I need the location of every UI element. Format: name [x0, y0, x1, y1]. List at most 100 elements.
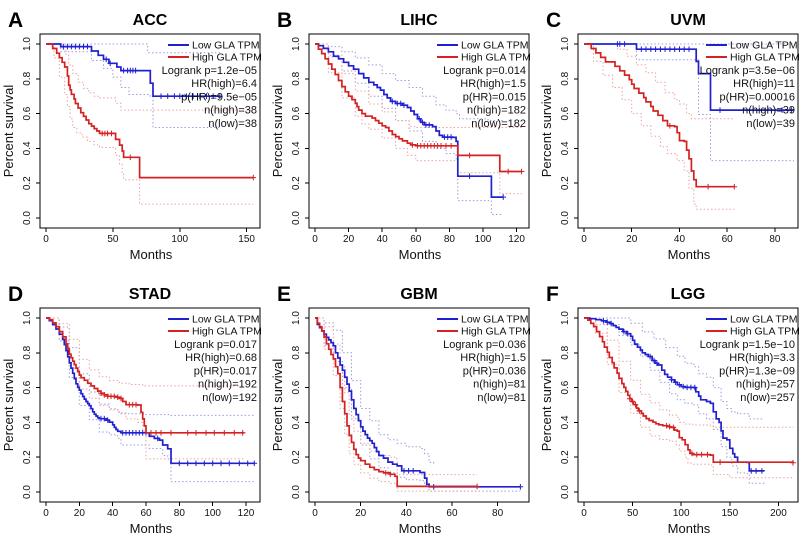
stats-line: HR(high)=11	[733, 78, 795, 90]
x-tick-label: 50	[107, 234, 119, 245]
y-tick-label: 0.2	[22, 176, 33, 190]
km-curve-high	[315, 317, 478, 488]
x-axis-label: Months	[130, 247, 173, 262]
y-tick-label: 1.0	[291, 311, 302, 325]
legend-label-low: Low GLA TPM	[461, 40, 529, 52]
stats-line: p(HR)=0.015	[463, 91, 526, 103]
legend-label-low: Low GLA TPM	[461, 314, 529, 326]
km-curve-low	[315, 317, 521, 488]
y-tick-label: 0.4	[291, 415, 302, 429]
x-tick-label: 20	[626, 234, 638, 245]
panel-a: A ACC 0 50 100 150 0.0 0.2 0.4 0.6 0.8 1.0 Percent s…	[0, 0, 269, 274]
ci-curve-high-upper	[46, 43, 254, 111]
x-tick-label: 60	[722, 234, 734, 245]
stats-line: p(HR)=9.5e−05	[181, 91, 257, 103]
x-tick-label: 20	[355, 508, 367, 519]
stats-line: n(high)=182	[467, 105, 526, 117]
x-axis-label: Months	[399, 247, 442, 262]
y-tick-label: 0.0	[22, 485, 33, 499]
ci-curve-low-upper	[584, 317, 764, 420]
y-tick-label: 0.8	[22, 71, 33, 85]
panel-title: LGG	[671, 286, 706, 303]
km-curve-high	[584, 317, 794, 464]
x-tick-label: 150	[721, 508, 738, 519]
x-tick-label: 0	[312, 234, 318, 245]
ci-curve-high-upper	[584, 317, 794, 428]
x-tick-label: 100	[475, 234, 492, 245]
x-tick-label: 40	[107, 508, 119, 519]
y-tick-label: 0.4	[22, 141, 33, 155]
y-tick-label: 0.8	[560, 345, 571, 359]
plot-box	[39, 307, 261, 503]
y-tick-label: 0.6	[560, 106, 571, 120]
panel-letter: F	[546, 283, 559, 306]
y-tick-label: 0.6	[291, 380, 302, 394]
x-tick-label: 0	[312, 508, 318, 519]
legend-label-low: Low GLA TPM	[192, 40, 260, 52]
y-axis-label: Percent survival	[1, 359, 16, 452]
x-tick-label: 80	[492, 508, 504, 519]
stats-line: Logrank p=0.017	[174, 339, 257, 351]
x-axis-label: Months	[130, 521, 173, 536]
y-tick-label: 1.0	[560, 311, 571, 325]
x-axis-label: Months	[399, 521, 442, 536]
stats-line: n(low)=81	[477, 392, 526, 404]
ci-curve-low-upper	[46, 43, 220, 54]
x-tick-label: 20	[343, 234, 355, 245]
stats-line: HR(high)=1.5	[460, 78, 526, 90]
ci-curve-low-lower	[584, 43, 794, 162]
panel-letter: C	[546, 9, 561, 32]
panel-title: LIHC	[400, 12, 438, 29]
censor-marks-high	[383, 470, 480, 490]
x-axis-label: Months	[668, 521, 711, 536]
y-tick-label: 0.8	[22, 345, 33, 359]
ci-curve-high-upper	[584, 43, 735, 120]
ci-curve-high-lower	[46, 43, 254, 205]
y-tick-label: 0.2	[560, 176, 571, 190]
plot-box	[577, 33, 799, 229]
censor-marks-high	[98, 390, 246, 436]
y-tick-label: 0.4	[560, 141, 571, 155]
y-tick-label: 0.2	[291, 450, 302, 464]
x-tick-label: 200	[770, 508, 787, 519]
ci-curve-low-lower	[584, 317, 765, 485]
y-tick-label: 0.8	[291, 345, 302, 359]
y-tick-label: 0.4	[291, 141, 302, 155]
stats-line: HR(high)=0.68	[185, 352, 257, 364]
x-tick-label: 0	[581, 234, 587, 245]
y-tick-label: 0.8	[560, 71, 571, 85]
x-tick-label: 100	[673, 508, 690, 519]
stats-line: HR(high)=3.3	[729, 352, 795, 364]
y-tick-label: 0.2	[560, 450, 571, 464]
legend-label-low: Low GLA TPM	[730, 314, 798, 326]
x-tick-label: 150	[238, 234, 255, 245]
stats-line: Logrank p=1.2e−05	[162, 65, 257, 77]
x-tick-label: 40	[401, 508, 413, 519]
y-tick-label: 0.2	[291, 176, 302, 190]
ci-curve-high-lower	[315, 43, 522, 195]
plot-box	[308, 33, 530, 229]
y-axis-label: Percent survival	[539, 85, 554, 178]
ci-curve-low-upper	[315, 43, 504, 122]
y-tick-label: 0.0	[560, 211, 571, 225]
ci-curve-high-upper	[315, 317, 478, 476]
km-curve-high	[46, 43, 254, 179]
censor-marks-low	[600, 318, 765, 474]
panel-title: ACC	[133, 12, 168, 29]
panel-d: D STAD 0 20 40 60 80 100 120 0.0 0.2 0.4 0.6 0.8 1.0 Pe…	[0, 274, 269, 549]
panel-c: C UVM 0 20 40 60 80 0.0 0.2 0.4 0.6 0.8 1.0 Percent s…	[538, 0, 807, 274]
km-curve-low	[584, 317, 765, 472]
x-tick-label: 100	[204, 508, 221, 519]
y-tick-label: 0.0	[291, 211, 302, 225]
x-tick-label: 120	[508, 234, 525, 245]
legend-label-low: Low GLA TPM	[730, 40, 798, 52]
plot-box	[577, 307, 799, 503]
y-tick-label: 0.6	[22, 380, 33, 394]
y-tick-label: 1.0	[560, 37, 571, 51]
y-axis-label: Percent survival	[539, 359, 554, 452]
stats-line: Logrank p=1.5e−10	[700, 339, 795, 351]
censor-marks-high	[626, 395, 796, 466]
x-tick-label: 40	[377, 234, 389, 245]
stats-line: n(high)=257	[736, 379, 795, 391]
